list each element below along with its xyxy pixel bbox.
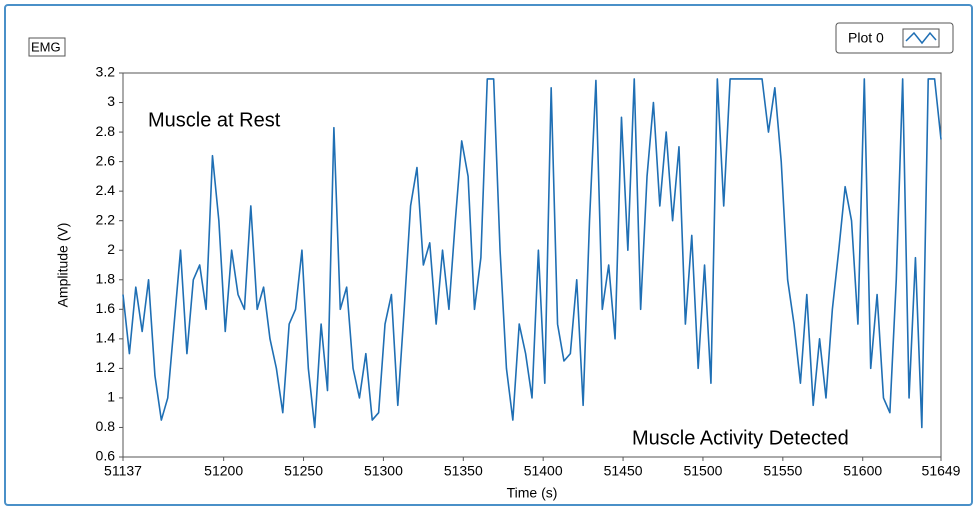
x-axis-label: Time (s): [507, 485, 558, 501]
annotation: Muscle at Rest: [148, 109, 281, 131]
y-tick-label: 2.6: [96, 152, 116, 168]
y-tick-label: 2.8: [96, 123, 116, 139]
x-tick-label: 51600: [843, 463, 882, 479]
annotation: Muscle Activity Detected: [632, 427, 849, 449]
x-tick-label: 51649: [922, 463, 961, 479]
y-tick-label: 2.2: [96, 211, 116, 227]
x-tick-label: 51450: [604, 463, 643, 479]
data-line: [122, 78, 942, 429]
legend-label: Plot 0: [848, 30, 884, 46]
y-tick-label: 1: [107, 389, 115, 405]
y-tick-label: 1.6: [96, 300, 116, 316]
y-tick-label: 0.6: [96, 448, 116, 464]
x-tick-label: 51550: [763, 463, 802, 479]
x-tick-label: 51500: [683, 463, 722, 479]
x-tick-label: 51300: [364, 463, 403, 479]
y-tick-label: 2.4: [96, 182, 116, 198]
y-tick-label: 3.2: [96, 64, 116, 80]
y-tick-label: 1.8: [96, 270, 116, 286]
y-tick-label: 3: [107, 93, 115, 109]
y-tick-label: 1.4: [96, 330, 116, 346]
y-tick-label: 2: [107, 241, 115, 257]
y-tick-label: 0.8: [96, 418, 116, 434]
chart-label: EMG: [31, 39, 61, 54]
label-box: [28, 37, 66, 57]
x-tick-label: 51250: [284, 463, 323, 479]
x-tick-label: 51200: [204, 463, 243, 479]
x-tick-label: 51137: [104, 463, 142, 479]
x-tick-label: 51400: [524, 463, 563, 479]
y-tick-label: 1.2: [96, 359, 116, 375]
y-axis-label: Amplitude (V): [55, 223, 71, 308]
x-tick-label: 51350: [444, 463, 483, 479]
legend-swatch: [905, 31, 937, 45]
